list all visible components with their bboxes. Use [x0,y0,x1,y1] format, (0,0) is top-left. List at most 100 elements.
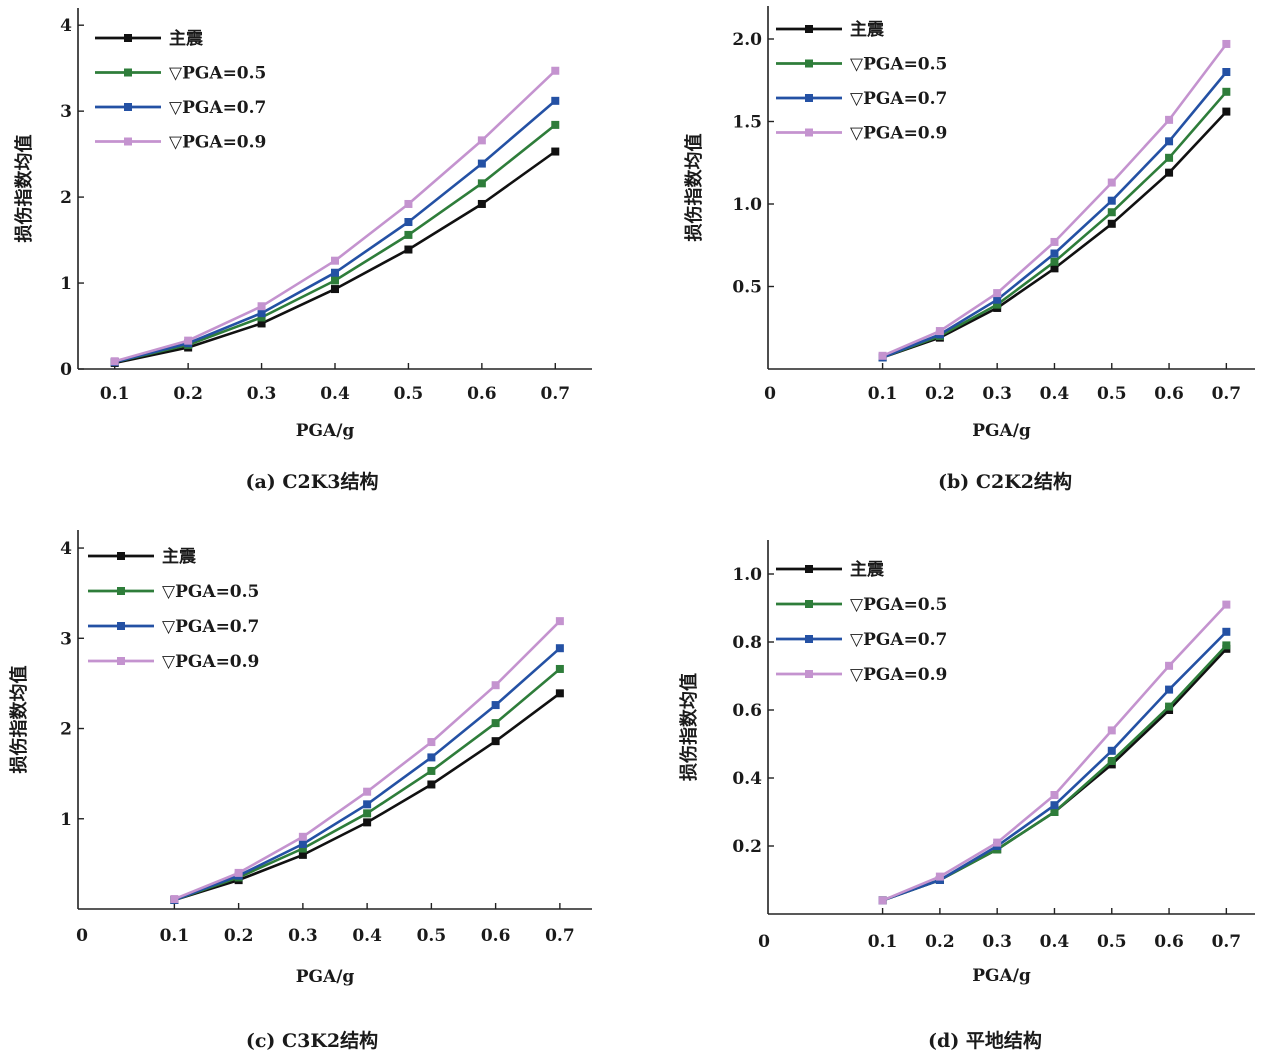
y-tick-label: 1.5 [732,113,762,133]
data-point [555,689,564,698]
x-tick-label: 0.1 [868,932,898,952]
data-point [1107,726,1116,735]
legend-swatch-marker [124,137,132,146]
series-line [174,692,561,902]
legend-swatch-marker [124,34,132,42]
legend-label: ▽PGA=0.9 [162,652,259,672]
legend-swatch-marker [805,25,813,33]
y-tick-label: 3 [60,629,72,649]
legend-label: 主震 [850,19,885,40]
data-point [298,850,307,859]
data-point [257,313,266,322]
data-point [491,737,500,746]
data-point [1165,685,1174,694]
legend-label: ▽PGA=0.5 [169,64,266,84]
data-point [1165,702,1174,711]
data-point [1050,249,1059,258]
legend-swatch-marker [805,600,813,608]
data-point [1107,219,1116,228]
series-line [882,110,1228,359]
x-tick-label: 0.4 [352,926,382,946]
data-point [1222,627,1231,636]
data-point [1165,661,1174,670]
x-tick-label: 0.1 [868,384,898,404]
legend-label: 主震 [850,559,885,580]
legend-swatch-marker [805,565,813,573]
data-point [427,780,436,789]
legend-label: ▽PGA=0.5 [162,582,259,602]
y-tick-label: 1.0 [732,565,762,585]
x-tick-label: 0.5 [1097,932,1127,952]
y-tick-label: 2 [60,720,72,740]
data-point [1165,137,1174,146]
data-point [363,809,372,818]
x-axis-label: PGA/g [296,421,355,441]
x-tick-label: 0.4 [320,384,350,404]
data-point [1222,600,1231,609]
legend-label: ▽PGA=0.7 [162,617,259,637]
series-line [882,71,1228,359]
x-tick-label: 0.5 [417,926,447,946]
data-point [331,285,339,294]
legend-swatch-marker [124,68,132,77]
data-point [477,179,486,188]
x-tick-label: 0.5 [1097,384,1127,404]
data-point [1222,68,1231,76]
data-point [404,218,413,227]
x-axis-label: PGA/g [972,966,1031,986]
y-tick-label: 0.2 [732,837,762,857]
legend-swatch-marker [805,94,813,102]
x-tick-label: 0.7 [1212,932,1242,952]
data-point [363,800,372,809]
x-tick-label: 0.2 [173,384,203,404]
origin-label: 0 [764,384,776,404]
data-point [477,199,486,208]
legend-label: ▽PGA=0.7 [169,98,266,118]
y-tick-label: 1 [60,274,72,294]
legend-label: 主震 [169,28,204,49]
x-tick-label: 0.4 [1040,932,1070,952]
data-point [477,136,486,145]
series-line [114,123,557,364]
data-point [551,96,560,105]
x-tick-label: 0.6 [1154,384,1184,404]
x-tick-label: 0.7 [545,926,575,946]
x-tick-label: 0.3 [982,932,1012,952]
y-tick-label: 0.5 [732,278,762,298]
y-axis-label: 损伤指数均值 [683,134,705,242]
y-tick-label: 3 [60,102,72,122]
data-point [427,766,436,775]
data-point [257,319,266,328]
legend-label: 主震 [162,546,197,567]
y-axis-label: 损伤指数均值 [13,135,35,243]
data-point [257,302,266,311]
series-line [882,647,1228,902]
data-point [257,309,266,318]
series-line [173,647,561,902]
legend-swatch-marker [117,657,125,665]
x-tick-label: 0.3 [247,384,277,404]
x-tick-label: 0.4 [1040,384,1070,404]
x-tick-label: 0.5 [394,384,424,404]
data-point [363,787,372,796]
legend-swatch-marker [805,670,813,678]
x-tick-label: 0.2 [224,926,254,946]
y-axis-label: 损伤指数均值 [678,673,700,781]
chart-panel-2: 0.5 1.0 1.5 2.0 0.1 0.2 0.3 0.4 0.5 0.6 0.7 0 PGA/g 损… [683,6,1255,493]
data-point [298,840,307,849]
panel-caption: (a) C2K3结构 [246,470,379,493]
legend-label: ▽PGA=0.7 [850,89,947,109]
y-tick-label: 4 [60,539,72,559]
y-tick-label: 2 [60,188,72,208]
panel-caption: (b) C2K2结构 [938,470,1072,493]
chart-panel-3: 1 2 3 4 0.1 0.2 0.3 0.4 0.5 0.6 0.7 0 PGA/g 损伤指数均值 (c)… [8,530,592,1052]
data-point [331,256,339,265]
legend-swatch-marker [124,103,132,111]
x-tick-label: 0.7 [1212,384,1242,404]
data-point [1050,257,1059,266]
data-point [993,838,1002,847]
y-axis-label: 损伤指数均值 [8,666,30,774]
data-point [551,66,560,75]
data-point [935,327,944,336]
legend-swatch-marker [117,622,125,630]
